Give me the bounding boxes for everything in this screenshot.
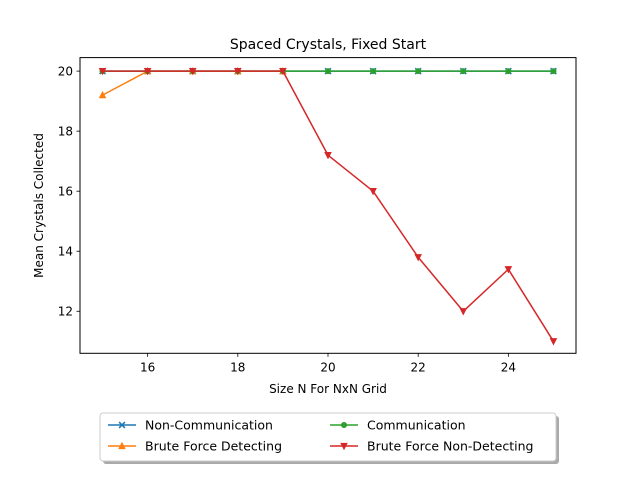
x-tick-label: 20 <box>320 360 335 374</box>
data-point-brute-force-non-detecting <box>188 67 197 76</box>
data-point-brute-force-non-detecting <box>414 254 422 262</box>
x-tick-label: 24 <box>501 360 516 374</box>
data-point-communication <box>415 68 422 75</box>
x-tick-label: 22 <box>411 360 426 374</box>
data-point-brute-force-detecting <box>98 90 107 99</box>
legend-swatch-marker <box>118 421 126 429</box>
legend-swatch-marker <box>340 442 348 451</box>
data-point-brute-force-non-detecting <box>369 188 377 196</box>
legend-item-communication: Communication <box>330 418 466 433</box>
legend-item-non-communication: Non-Communication <box>108 418 273 433</box>
data-point-brute-force-non-detecting <box>324 152 332 160</box>
legend-swatch-marker <box>118 441 126 450</box>
chart-title: Spaced Crystals, Fixed Start <box>230 37 427 53</box>
legend-label: Brute Force Non-Detecting <box>367 439 533 454</box>
data-point-brute-force-non-detecting <box>504 266 513 274</box>
legend: Non-Communication Brute Force Detecting Co… <box>99 412 559 464</box>
data-point-brute-force-non-detecting <box>279 67 287 76</box>
data-point-communication <box>460 68 467 75</box>
series-brute-force-non-detecting <box>98 67 558 346</box>
y-tick-label: 20 <box>58 64 73 78</box>
x-axis-ticks: 16 18 20 22 24 <box>140 353 516 374</box>
data-point-communication <box>550 68 557 75</box>
data-point-brute-force-non-detecting <box>98 67 107 76</box>
x-tick-label: 16 <box>140 360 155 374</box>
x-axis-label: Size N For NxN Grid <box>269 382 387 396</box>
data-point-brute-force-non-detecting <box>234 67 242 76</box>
plot-area <box>98 66 558 346</box>
legend-item-brute-force-non-detecting: Brute Force Non-Detecting <box>330 439 533 454</box>
legend-swatch-marker <box>340 421 348 429</box>
legend-label: Non-Communication <box>145 418 273 433</box>
y-axis-label: Mean Crystals Collected <box>32 133 46 278</box>
y-axis-ticks: 12 14 16 18 20 <box>58 64 80 319</box>
legend-label: Communication <box>367 418 466 433</box>
legend-item-brute-force-detecting: Brute Force Detecting <box>108 439 282 454</box>
legend-frame <box>99 412 557 462</box>
data-point-communication <box>324 68 332 75</box>
data-point-communication <box>505 68 512 75</box>
data-point-brute-force-non-detecting <box>143 67 152 76</box>
y-tick-label: 14 <box>58 245 73 259</box>
y-tick-label: 18 <box>58 124 73 138</box>
x-tick-label: 18 <box>230 360 245 374</box>
data-point-communication <box>370 68 377 75</box>
legend-label: Brute Force Detecting <box>145 439 282 454</box>
y-tick-label: 12 <box>58 305 73 319</box>
legend-items: Non-Communication Brute Force Detecting Co… <box>108 418 533 454</box>
y-tick-label: 16 <box>58 184 73 198</box>
data-point-brute-force-non-detecting <box>549 338 558 346</box>
data-point-brute-force-non-detecting <box>459 308 468 316</box>
